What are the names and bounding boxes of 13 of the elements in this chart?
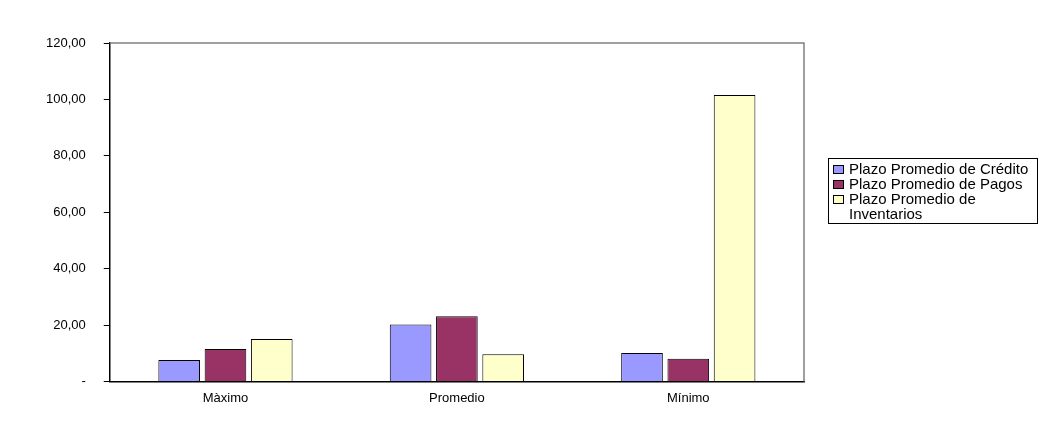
y-tick-label: 60,00 (53, 203, 86, 219)
y-tick-label: - (81, 372, 86, 388)
y-tick-label: 100,00 (46, 90, 86, 106)
legend-label: Plazo Promedio de Inventarios (849, 190, 977, 222)
y-tick-label: 40,00 (53, 260, 86, 276)
y-tick-label: 80,00 (53, 147, 86, 163)
x-tick-label: Mínimo (666, 389, 710, 405)
y-tick-label: 20,00 (53, 316, 86, 332)
x-tick-label: Promedio (429, 389, 485, 405)
legend-label: Plazo Promedio de Pagos (849, 175, 1023, 192)
x-tick-label: Màximo (202, 389, 249, 405)
legend-label: Plazo Promedio de Crédito (849, 160, 1029, 177)
y-tick-label: 120,00 (46, 34, 86, 50)
